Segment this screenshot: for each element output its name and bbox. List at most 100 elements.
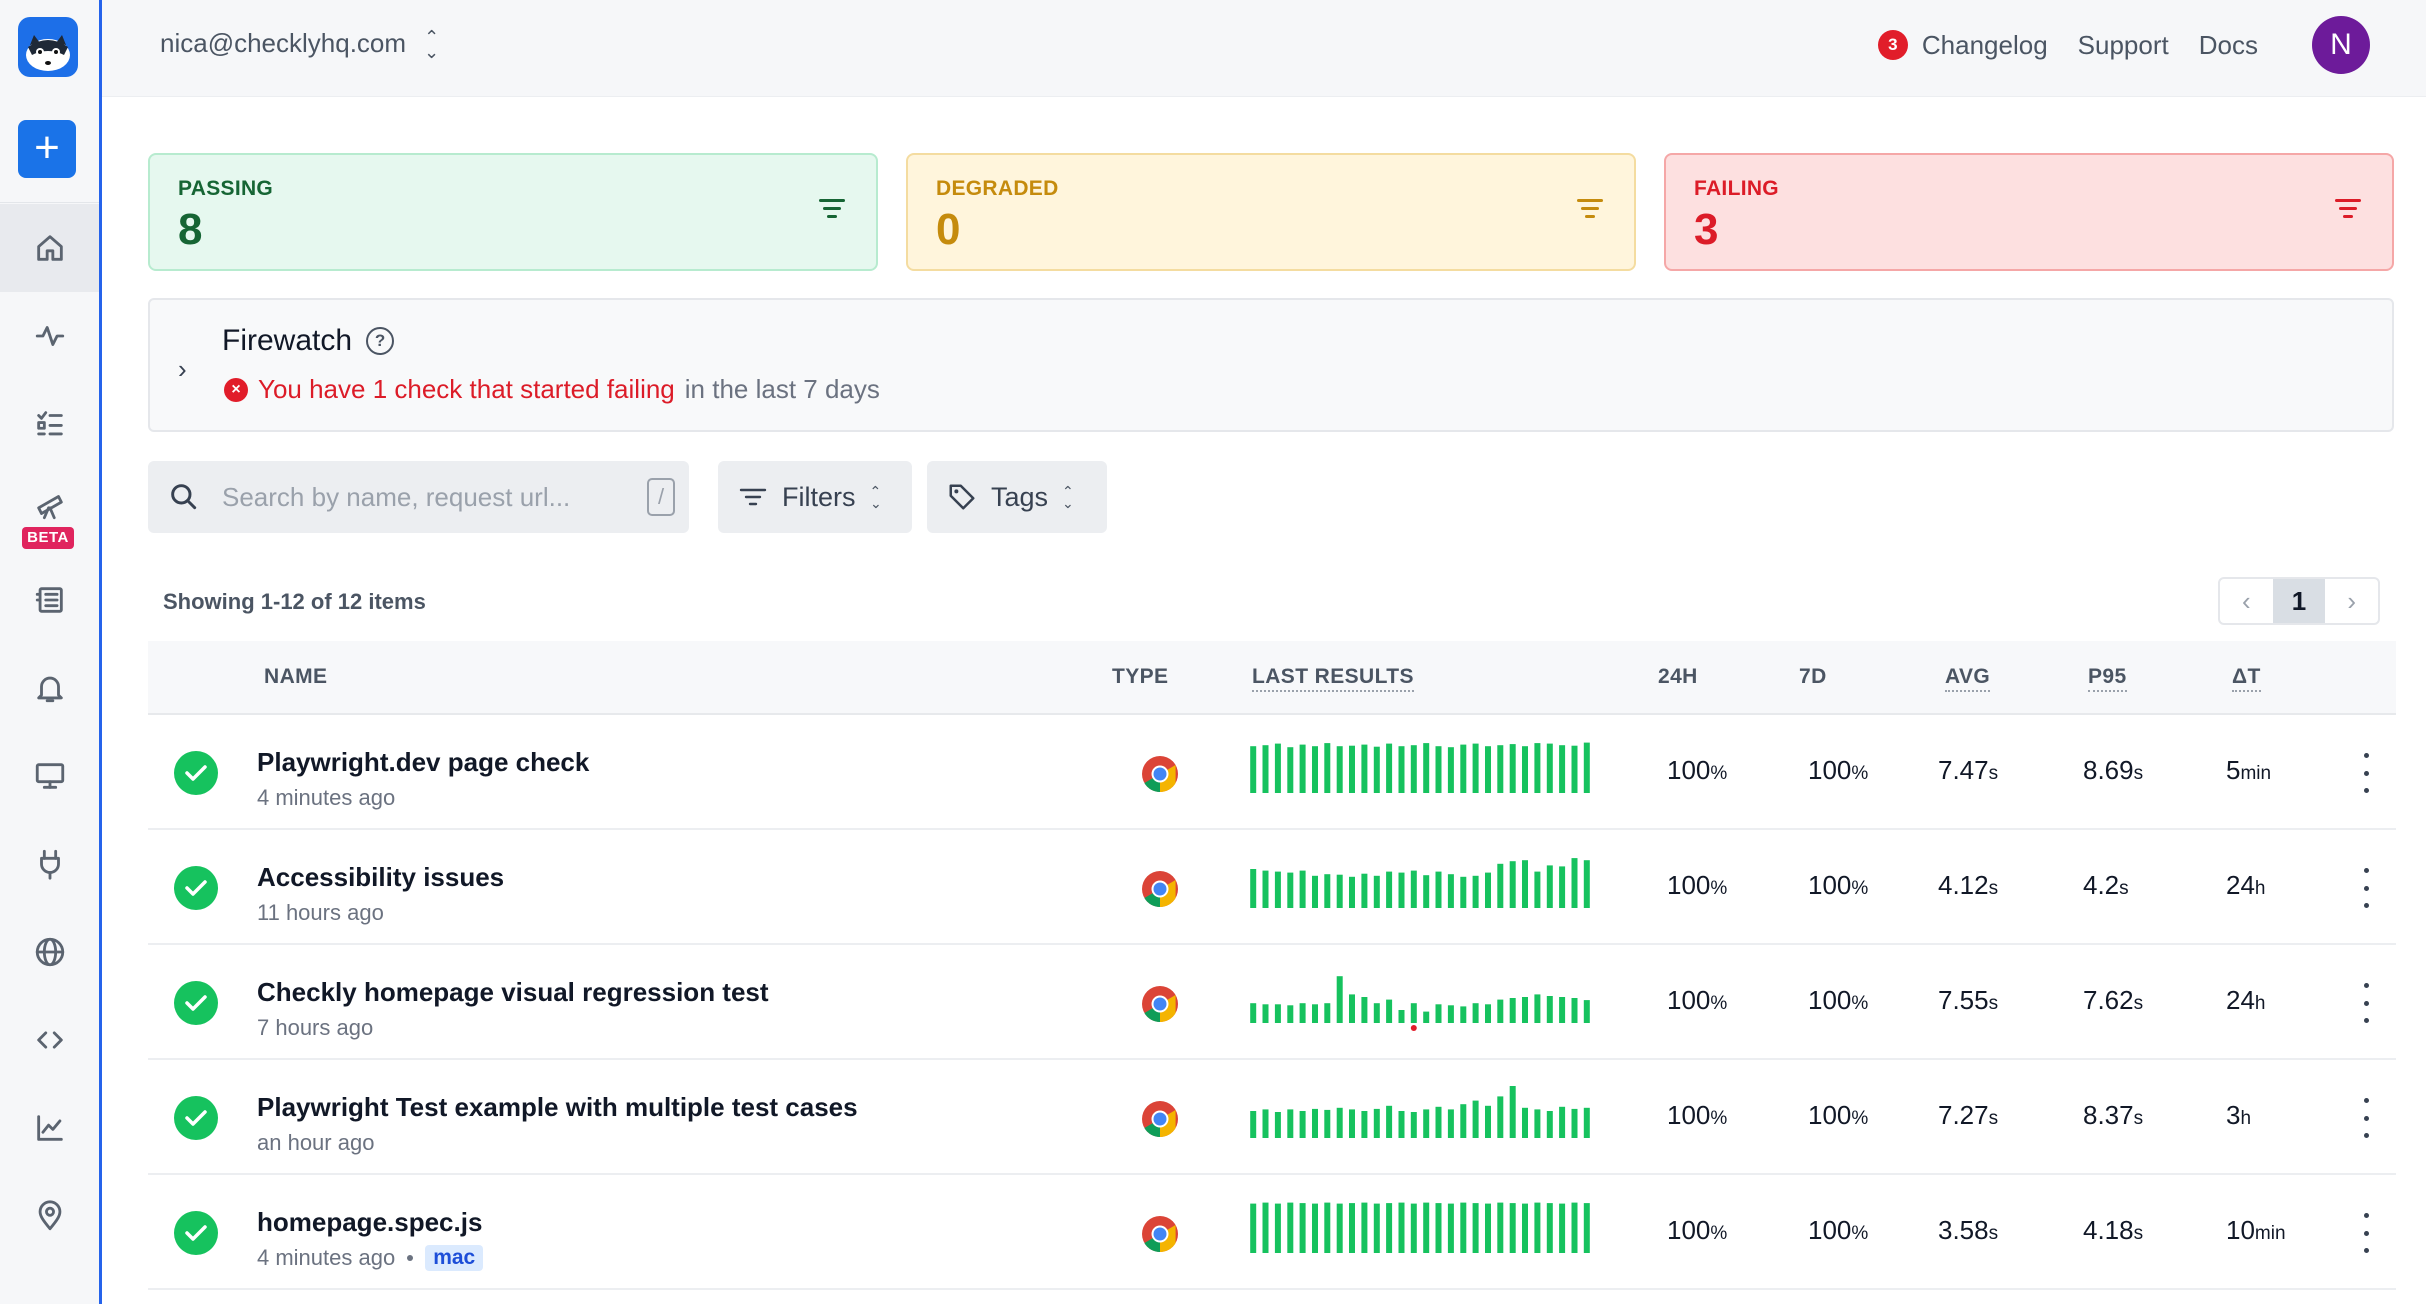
last-results-chart[interactable]: [1247, 739, 1593, 801]
account-switcher[interactable]: nica@checklyhq.com ⌃ ⌃: [160, 28, 439, 61]
next-page-button[interactable]: ›: [2347, 586, 2357, 616]
result-bar[interactable]: [1398, 1202, 1405, 1253]
result-bar[interactable]: [1423, 1109, 1430, 1138]
result-bar[interactable]: [1361, 873, 1368, 908]
more-options-icon[interactable]: [2362, 983, 2370, 1023]
result-bar[interactable]: [1262, 1202, 1269, 1253]
last-results-chart[interactable]: [1247, 1199, 1593, 1261]
result-bar[interactable]: [1534, 1109, 1541, 1138]
result-bar[interactable]: [1423, 1202, 1430, 1253]
result-bar[interactable]: [1274, 1203, 1281, 1253]
result-bar[interactable]: [1583, 742, 1590, 793]
result-bar[interactable]: [1583, 1000, 1590, 1023]
check-name[interactable]: Accessibility issues: [257, 862, 505, 892]
result-bar[interactable]: [1299, 1003, 1306, 1023]
result-bar[interactable]: [1373, 1108, 1380, 1138]
result-bar[interactable]: [1546, 865, 1553, 908]
result-bar[interactable]: [1472, 1203, 1479, 1253]
failed-result-dot[interactable]: [1410, 1025, 1417, 1031]
result-bar[interactable]: [1361, 1111, 1368, 1138]
result-bar[interactable]: [1485, 1105, 1491, 1138]
result-bar[interactable]: [1571, 858, 1578, 908]
check-name[interactable]: Checkly homepage visual regression test: [257, 977, 769, 1007]
table-row[interactable]: Accessibility issues 11 hours ago 100% 1…: [148, 830, 2396, 945]
home-icon[interactable]: [0, 204, 99, 292]
result-bar[interactable]: [1472, 743, 1479, 793]
result-bar[interactable]: [1287, 1202, 1294, 1253]
more-options-icon[interactable]: [2362, 868, 2370, 908]
chart-icon[interactable]: [0, 1084, 99, 1172]
result-bar[interactable]: [1534, 994, 1541, 1023]
checkly-logo-icon[interactable]: [18, 17, 78, 77]
result-bar[interactable]: [1373, 746, 1380, 793]
result-bar[interactable]: [1410, 745, 1417, 793]
result-bar[interactable]: [1336, 1203, 1343, 1253]
result-bar[interactable]: [1349, 1109, 1355, 1138]
result-bar[interactable]: [1546, 743, 1553, 793]
activity-icon[interactable]: [0, 292, 99, 380]
location-icon[interactable]: [0, 1172, 99, 1260]
result-bar[interactable]: [1250, 1203, 1257, 1253]
result-bar[interactable]: [1509, 744, 1516, 793]
result-bar[interactable]: [1349, 876, 1355, 908]
result-bar[interactable]: [1410, 1112, 1417, 1138]
current-page[interactable]: 1: [2272, 579, 2326, 623]
bell-icon[interactable]: [0, 644, 99, 732]
result-bar[interactable]: [1373, 1003, 1380, 1023]
result-bar[interactable]: [1398, 746, 1405, 793]
result-bar[interactable]: [1522, 746, 1528, 793]
docs-link[interactable]: Docs: [2198, 29, 2258, 60]
result-bar[interactable]: [1583, 1107, 1590, 1138]
result-bar[interactable]: [1398, 1010, 1405, 1023]
result-bar[interactable]: [1522, 1107, 1528, 1138]
result-bar[interactable]: [1435, 1106, 1442, 1138]
result-bar[interactable]: [1435, 1004, 1442, 1023]
list-icon[interactable]: [0, 556, 99, 644]
result-bar[interactable]: [1250, 1111, 1257, 1138]
result-bar[interactable]: [1497, 999, 1504, 1023]
result-bar[interactable]: [1485, 1004, 1491, 1023]
result-bar[interactable]: [1299, 744, 1306, 793]
result-bar[interactable]: [1287, 1109, 1294, 1138]
filters-button[interactable]: Filters ⌃ ⌃: [718, 461, 912, 533]
new-check-button[interactable]: +: [18, 120, 76, 178]
check-name[interactable]: homepage.spec.js: [257, 1207, 483, 1237]
result-bar[interactable]: [1274, 871, 1281, 908]
result-bar[interactable]: [1299, 1203, 1306, 1253]
result-bar[interactable]: [1336, 976, 1343, 1023]
result-bar[interactable]: [1534, 743, 1541, 793]
prev-page-button[interactable]: ‹: [2242, 586, 2251, 616]
avatar[interactable]: N: [2312, 16, 2370, 74]
result-bar[interactable]: [1336, 746, 1343, 793]
result-bar[interactable]: [1299, 870, 1306, 908]
result-bar[interactable]: [1546, 1111, 1553, 1138]
result-bar[interactable]: [1386, 1203, 1393, 1253]
result-bar[interactable]: [1435, 871, 1442, 908]
result-bar[interactable]: [1571, 1108, 1578, 1138]
result-bar[interactable]: [1447, 1203, 1454, 1253]
degraded-card[interactable]: DEGRADED 0: [906, 153, 1636, 271]
result-bar[interactable]: [1410, 1203, 1417, 1253]
result-bar[interactable]: [1559, 745, 1566, 793]
result-bar[interactable]: [1571, 745, 1578, 793]
result-bar[interactable]: [1312, 746, 1318, 793]
filter-icon[interactable]: [2334, 199, 2362, 221]
globe-icon[interactable]: [0, 908, 99, 996]
result-bar[interactable]: [1274, 1112, 1281, 1138]
result-bar[interactable]: [1386, 999, 1393, 1023]
result-bar[interactable]: [1497, 1096, 1504, 1138]
result-bar[interactable]: [1250, 746, 1257, 793]
last-results-chart[interactable]: [1247, 1084, 1593, 1146]
more-options-icon[interactable]: [2362, 1098, 2370, 1138]
result-bar[interactable]: [1435, 1203, 1442, 1253]
result-bar[interactable]: [1472, 1100, 1479, 1138]
result-bar[interactable]: [1423, 743, 1430, 793]
result-bar[interactable]: [1361, 1202, 1368, 1253]
more-options-icon[interactable]: [2362, 1213, 2370, 1253]
result-bar[interactable]: [1274, 743, 1281, 793]
result-bar[interactable]: [1534, 871, 1541, 908]
result-bar[interactable]: [1485, 1203, 1491, 1253]
last-results-chart[interactable]: [1247, 969, 1593, 1031]
result-bar[interactable]: [1546, 1203, 1553, 1253]
result-bar[interactable]: [1349, 994, 1355, 1023]
